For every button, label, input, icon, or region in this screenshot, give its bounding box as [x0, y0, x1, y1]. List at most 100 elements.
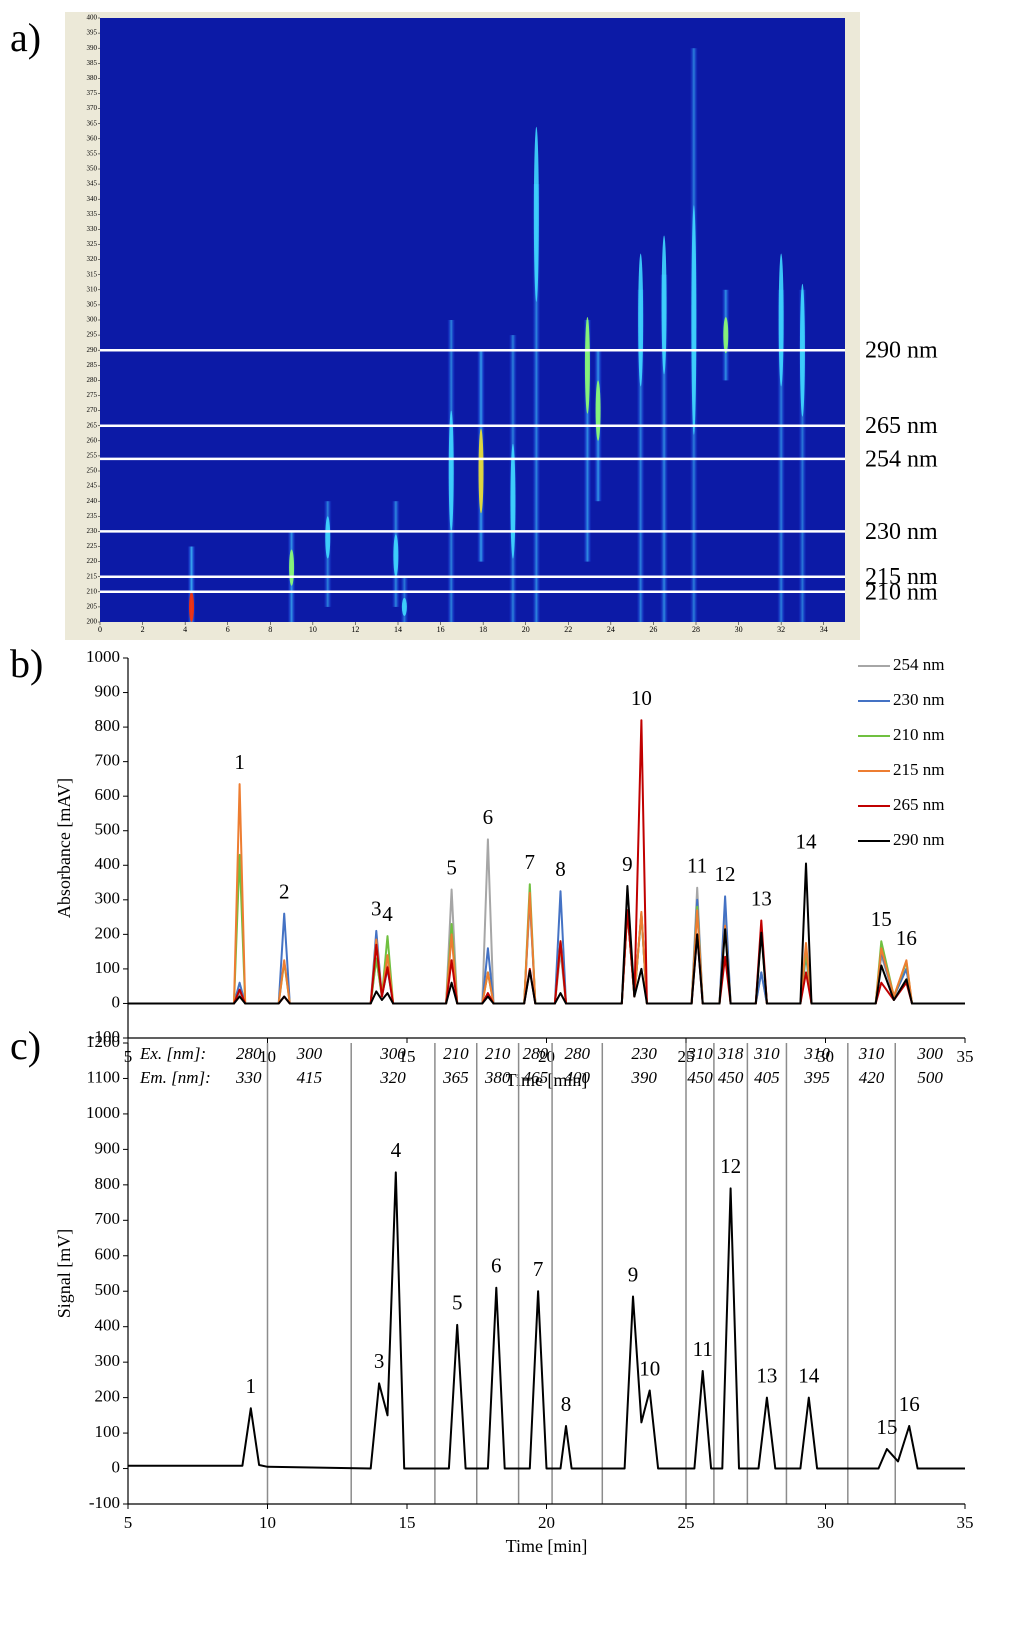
- y-tick-label: 320: [87, 255, 98, 263]
- y-tick-label: 375: [87, 89, 98, 97]
- series-line: [128, 838, 965, 1005]
- x-tick-label: 14: [394, 625, 402, 634]
- peak-label: 6: [491, 1253, 502, 1277]
- em-value: 450: [718, 1068, 744, 1087]
- ex-value: 280: [236, 1044, 262, 1063]
- y-tick-label: 295: [87, 331, 98, 339]
- y-tick-label: 315: [87, 270, 98, 278]
- wavelength-label: 215 nm: [865, 564, 938, 590]
- wavelength-label: 265 nm: [865, 413, 938, 439]
- legend-label: 230 nm: [893, 690, 944, 709]
- y-tick-label: -100: [89, 1493, 120, 1512]
- peak-label: 10: [639, 1356, 660, 1380]
- y-tick-label: 400: [95, 1316, 121, 1335]
- x-tick-label: 16: [437, 625, 445, 634]
- spot-peak: [778, 253, 784, 387]
- x-tick-label: 0: [98, 625, 102, 634]
- y-tick-label: 270: [87, 406, 98, 414]
- y-tick-label: 310: [87, 285, 98, 293]
- y-tick-label: 300: [87, 316, 98, 324]
- series-line: [128, 853, 965, 1005]
- series-line: [128, 783, 965, 1005]
- ex-value: 280: [564, 1044, 590, 1063]
- peak-label: 14: [798, 1363, 820, 1387]
- em-value: 390: [630, 1068, 657, 1087]
- x-tick-label: 12: [351, 625, 359, 634]
- y-tick-label: 360: [87, 134, 98, 142]
- peak-label: 12: [720, 1154, 741, 1178]
- y-tick-label: 225: [87, 542, 98, 550]
- ex-value: 310: [753, 1044, 780, 1063]
- wavelength-label: 254 nm: [865, 446, 938, 472]
- spot-band: [798, 289, 807, 622]
- spot-peak: [584, 316, 590, 414]
- spot-peak: [401, 597, 407, 616]
- y-tick-label: 285: [87, 361, 98, 369]
- y-tick-label: 1200: [86, 1032, 120, 1051]
- spot-peak: [723, 316, 729, 354]
- peak-label: 10: [631, 686, 652, 710]
- y-tick-label: 600: [95, 1245, 121, 1264]
- x-tick-label: 10: [259, 1513, 276, 1532]
- peak-label: 11: [693, 1337, 713, 1361]
- peak-label: 7: [533, 1257, 544, 1281]
- em-value: 395: [803, 1068, 830, 1087]
- y-tick-label: 325: [87, 240, 98, 248]
- y-tick-label: 335: [87, 210, 98, 218]
- y-tick-label: 215: [87, 572, 98, 580]
- x-tick-label: 5: [124, 1513, 133, 1532]
- spot-peak: [325, 516, 331, 559]
- y-tick-label: 240: [87, 497, 98, 505]
- y-tick-label: 370: [87, 104, 98, 112]
- peak-label: 16: [896, 926, 917, 950]
- x-tick-label: 4: [183, 625, 187, 634]
- spot-peak: [595, 380, 601, 441]
- x-tick-label: 6: [226, 625, 230, 634]
- em-value: 320: [379, 1068, 406, 1087]
- em-value: 500: [917, 1068, 943, 1087]
- y-tick-label: 395: [87, 29, 98, 37]
- spot-peak: [393, 534, 399, 577]
- y-tick-label: 200: [87, 618, 98, 626]
- ex-value: 310: [803, 1044, 830, 1063]
- series-line: [128, 862, 965, 1005]
- y-tick-label: 210: [87, 587, 98, 595]
- y-tick-label: 230: [87, 527, 98, 535]
- y-tick-label: 300: [95, 889, 121, 908]
- peak-label: 8: [561, 1392, 572, 1416]
- peak-label: 11: [687, 854, 707, 878]
- peak-label: 5: [452, 1291, 463, 1315]
- x-tick-label: 15: [399, 1513, 416, 1532]
- em-value: 380: [484, 1068, 511, 1087]
- y-tick-label: 600: [95, 785, 121, 804]
- peak-label: 1: [234, 750, 245, 774]
- ex-value: 210: [485, 1044, 511, 1063]
- spot-peak: [691, 205, 697, 435]
- wavelength-label: 210 nm: [865, 579, 938, 605]
- x-tick-label: 20: [522, 625, 530, 634]
- x-tick-label: 8: [268, 625, 272, 634]
- spot-band: [583, 320, 592, 562]
- spot-peak: [189, 591, 195, 623]
- panel-label: b): [10, 641, 43, 686]
- y-tick-label: 380: [87, 74, 98, 82]
- peak-label: 3: [374, 1349, 385, 1373]
- peak-label: 13: [751, 886, 772, 910]
- y-tick-label: 245: [87, 482, 98, 490]
- x-tick-label: 22: [564, 625, 572, 634]
- y-tick-label: 0: [112, 1457, 121, 1476]
- peak-label: 1: [246, 1374, 257, 1398]
- legend-label: 265 nm: [893, 795, 944, 814]
- em-value: 450: [687, 1068, 713, 1087]
- y-tick-label: 205: [87, 603, 98, 611]
- ex-value: 300: [296, 1044, 323, 1063]
- ex-value: 230: [631, 1044, 657, 1063]
- y-tick-label: 345: [87, 180, 98, 188]
- x-tick-label: 20: [538, 1047, 555, 1066]
- em-value: 330: [235, 1068, 262, 1087]
- x-tick-label: 32: [777, 625, 785, 634]
- series-line: [128, 890, 965, 1005]
- ex-value: 310: [686, 1044, 713, 1063]
